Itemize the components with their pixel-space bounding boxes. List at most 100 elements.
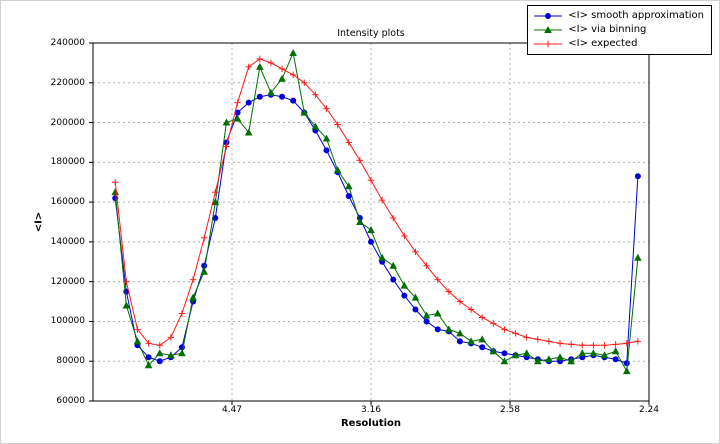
series-line-0 (114, 94, 639, 364)
triangle-marker (289, 48, 297, 56)
triangle-marker (534, 357, 542, 365)
triangle-marker (344, 182, 353, 190)
triangle-marker (600, 351, 609, 359)
y-tick-label: 200000 (50, 117, 85, 128)
circle-marker (434, 326, 441, 333)
legend-triangle-icon (534, 26, 563, 33)
legend-plus-icon (534, 40, 563, 48)
triangle-marker (400, 281, 409, 289)
triangle-marker (556, 353, 564, 361)
circle-marker (212, 215, 219, 222)
circle-marker (156, 358, 163, 365)
legend-label: <I> via binning (568, 24, 647, 35)
triangle-marker (478, 335, 486, 343)
circle-marker (145, 354, 152, 361)
triangle-marker (545, 355, 553, 363)
triangle-marker (244, 128, 253, 136)
circle-marker (256, 93, 263, 100)
legend-label: <I> expected (568, 38, 638, 49)
x-tick-label: 4.47 (221, 405, 243, 415)
x-axis-label: Resolution (340, 418, 402, 429)
triangle-marker (433, 309, 442, 317)
legend: <I> smooth approximation <I> via binning <… (527, 5, 712, 55)
legend-entry: <I> smooth approximation (533, 10, 704, 22)
legend-label: <I> smooth approximation (568, 10, 704, 21)
circle-marker (390, 276, 397, 283)
triangle-marker (500, 357, 509, 365)
axes-frame (92, 42, 650, 402)
triangle-marker (378, 253, 386, 261)
circle-marker (279, 93, 286, 100)
circle-marker (401, 292, 408, 299)
triangle-marker (267, 88, 275, 96)
triangle-marker (589, 349, 598, 357)
legend-entry: <I> via binning (533, 24, 704, 36)
y-axis-label: <I> (33, 211, 45, 233)
triangle-marker (522, 349, 531, 357)
circle-marker (456, 338, 463, 345)
triangle-marker (456, 329, 464, 337)
triangle-marker (411, 293, 420, 301)
circle-marker (501, 350, 508, 357)
legend-entry: <I> expected (533, 38, 704, 50)
y-tick-label: 100000 (50, 316, 85, 327)
circle-marker (234, 109, 241, 116)
triangle-marker (222, 118, 231, 126)
triangle-marker (256, 62, 264, 70)
legend-circle-icon (534, 13, 563, 19)
triangle-marker (367, 225, 375, 233)
triangle-marker (634, 253, 642, 261)
triangle-marker (144, 361, 153, 369)
triangle-marker (611, 347, 620, 355)
triangle-marker (300, 108, 309, 116)
y-tick-label: 160000 (50, 197, 85, 208)
circle-marker (290, 97, 297, 104)
triangle-marker (333, 166, 342, 174)
y-tick-label: 80000 (56, 356, 85, 367)
y-tick-label: 60000 (56, 396, 85, 406)
triangle-marker (233, 114, 242, 122)
circle-marker (368, 238, 374, 245)
triangle-marker (622, 367, 631, 375)
triangle-marker (445, 325, 453, 333)
y-tick-label: 220000 (50, 77, 85, 88)
triangle-marker (322, 134, 331, 142)
x-tick-label: 2.24 (638, 405, 660, 415)
triangle-marker (567, 357, 575, 365)
circle-marker (634, 173, 641, 180)
triangle-marker (356, 218, 364, 225)
triangle-marker (167, 351, 175, 359)
circle-marker (323, 147, 330, 154)
triangle-marker (211, 198, 220, 206)
circle-marker (423, 318, 430, 325)
circle-marker (245, 99, 252, 106)
triangle-marker (278, 74, 286, 82)
x-tick-label: 2.58 (499, 405, 521, 415)
triangle-marker (122, 301, 131, 309)
triangle-marker (155, 349, 164, 357)
y-tick-label: 140000 (50, 236, 85, 247)
chart-title: Intensity plots (337, 28, 405, 39)
circle-marker (345, 193, 352, 200)
triangle-marker (578, 349, 587, 357)
triangle-marker (189, 293, 197, 301)
y-tick-label: 240000 (50, 38, 85, 48)
triangle-marker (311, 122, 320, 130)
triangle-marker (111, 188, 120, 196)
y-tick-label: 180000 (50, 157, 85, 168)
triangle-marker (489, 347, 498, 355)
triangle-marker (178, 349, 186, 357)
x-tick-label: 3.16 (360, 405, 382, 415)
triangle-marker (200, 267, 208, 275)
circle-marker (623, 360, 630, 367)
triangle-marker (511, 351, 520, 359)
y-tick-label: 120000 (50, 276, 85, 287)
series-line-1 (114, 51, 639, 373)
triangle-marker (133, 337, 142, 345)
triangle-marker (422, 311, 431, 319)
circle-marker (479, 344, 486, 351)
circle-marker (412, 306, 419, 313)
triangle-marker (389, 261, 398, 269)
